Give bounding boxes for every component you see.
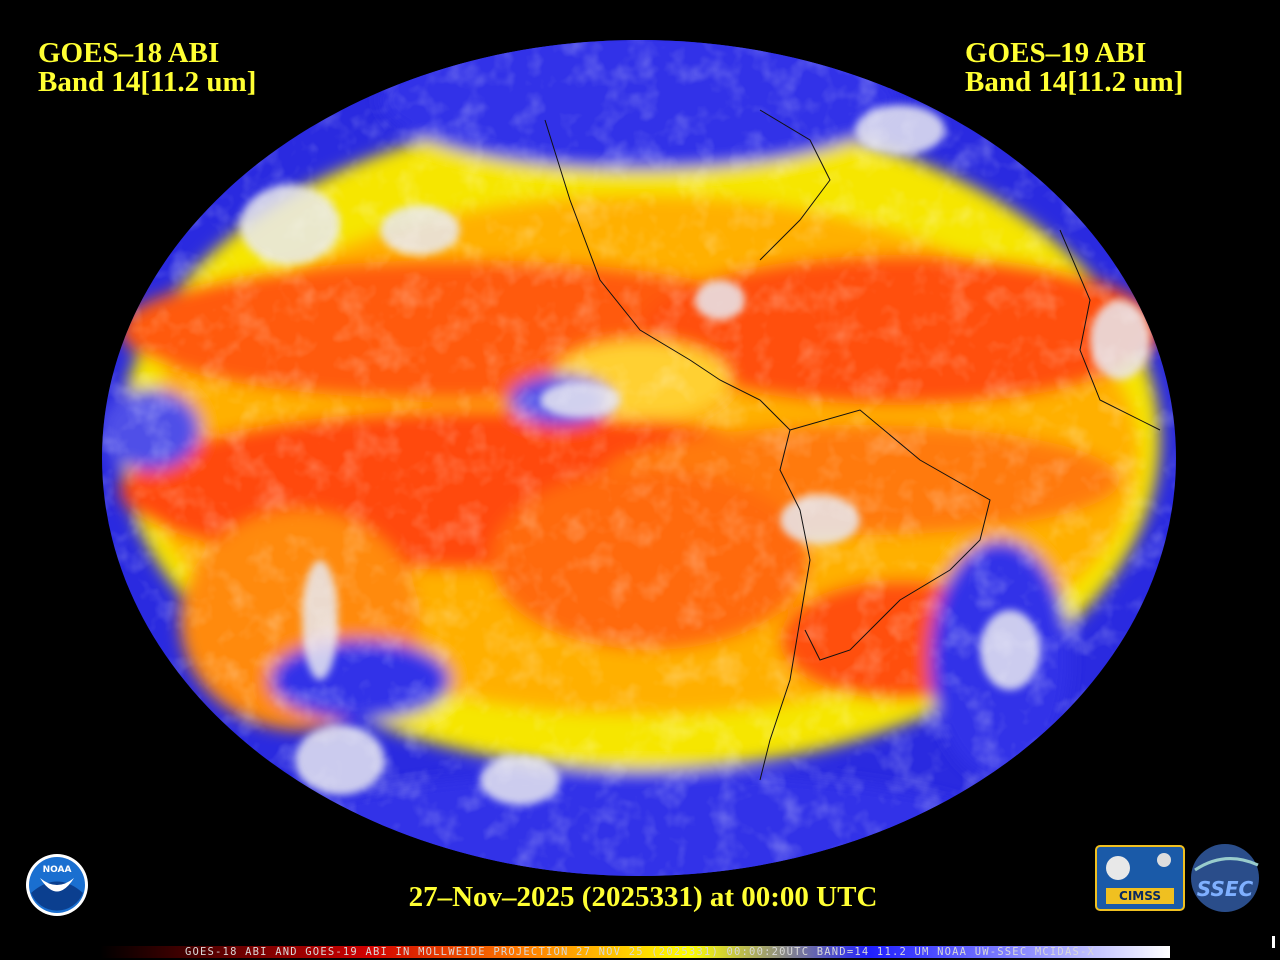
right-satellite: GOES–19 ABI xyxy=(965,37,1146,69)
coastlines xyxy=(544,109,1161,781)
noaa-label: NOAA xyxy=(43,865,72,875)
cimss-label: CIMSS xyxy=(1119,889,1161,903)
marker xyxy=(1272,936,1275,948)
ssec-label: SSEC xyxy=(1197,877,1254,901)
caption: GOES-18 ABI AND GOES-19 ABI IN MOLLWEIDE… xyxy=(185,946,1095,958)
left-satellite: GOES–18 ABI xyxy=(38,37,219,69)
timestamp: 27–Nov–2025 (2025331) at 00:00 UTC xyxy=(409,881,878,913)
ssec-logo: SSEC xyxy=(1191,844,1259,912)
color-bar xyxy=(100,946,1170,958)
left-band: Band 14[11.2 um] xyxy=(38,66,256,98)
globe xyxy=(102,40,1176,876)
cimss-logo: CIMSS xyxy=(1095,845,1185,911)
noaa-logo: NOAA xyxy=(26,854,88,916)
right-band: Band 14[11.2 um] xyxy=(965,66,1183,98)
